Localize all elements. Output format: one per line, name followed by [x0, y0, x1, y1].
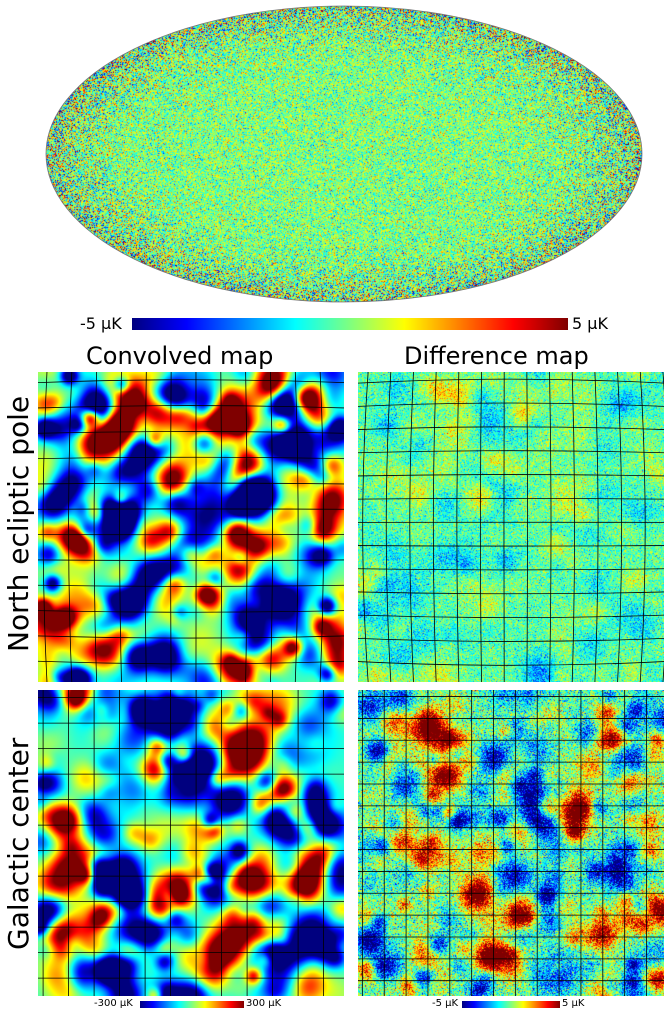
graticule-meridian — [409, 372, 414, 682]
graticule-meridian — [526, 372, 528, 682]
graticule-parallel — [358, 591, 664, 595]
graticule-parallel — [358, 497, 664, 500]
graticule-meridian — [294, 372, 299, 682]
colorbar-max-label: 5 µK — [572, 314, 608, 333]
nep-convolved-field — [38, 372, 344, 682]
graticule-meridian — [362, 372, 369, 682]
graticule-meridian — [170, 372, 172, 682]
graticule-parallel — [38, 584, 344, 587]
panel-nep-difference — [358, 372, 664, 682]
graticule-parallel — [38, 379, 344, 383]
graticule-parallel — [38, 559, 344, 561]
graticule-meridian — [220, 372, 222, 682]
graticule-meridian — [245, 372, 248, 682]
graticule-meridian — [68, 372, 73, 682]
graticule-meridian — [93, 372, 98, 682]
colorbar-min-label: -5 µK — [80, 314, 122, 333]
row-title-galactic-center: Galactic center — [2, 737, 35, 950]
graticule-parallel — [358, 426, 664, 430]
graticule-parallel — [38, 635, 344, 639]
graticule-parallel — [358, 637, 664, 642]
graticule-meridian — [571, 372, 575, 682]
panel-gc-convolved — [38, 690, 344, 1000]
convolved-colorbar — [140, 1001, 244, 1008]
graticule-parallel — [358, 450, 664, 454]
graticule-parallel — [358, 614, 664, 619]
nep-difference-field — [358, 372, 664, 682]
graticule-meridian — [385, 372, 392, 682]
graticule-meridian — [432, 372, 437, 682]
graticule-parallel — [358, 474, 664, 477]
nep-convolved-graticule — [38, 372, 344, 682]
full-sky-mollweide-map — [45, 5, 643, 303]
graticule-meridian — [480, 372, 482, 682]
graticule-meridian — [456, 372, 460, 682]
graticule-parallel — [358, 378, 664, 384]
graticule-parallel — [38, 482, 344, 485]
graticule-parallel — [38, 456, 344, 459]
panel-gc-difference — [358, 690, 664, 1000]
graticule-meridian — [319, 372, 324, 682]
graticule-meridian — [119, 372, 122, 682]
graticule-meridian — [594, 372, 599, 682]
graticule-meridian — [617, 372, 623, 682]
graticule-parallel — [38, 405, 344, 409]
row-title-north-ecliptic-pole: North ecliptic pole — [2, 395, 35, 652]
difference-colorbar — [462, 1001, 560, 1008]
gc-convolved-graticule — [38, 690, 344, 996]
graticule-meridian — [270, 372, 273, 682]
graticule-parallel — [358, 545, 664, 547]
gc-difference-field — [358, 690, 664, 996]
graticule-parallel — [358, 568, 664, 571]
difference-colorbar-min-label: -5 µK — [432, 998, 459, 1009]
convolved-colorbar-max-label: 300 µK — [246, 998, 282, 1009]
panel-nep-convolved — [38, 372, 344, 682]
graticule-parallel — [358, 661, 664, 666]
difference-colorbar-max-label: 5 µK — [562, 998, 585, 1009]
gc-difference-graticule — [358, 690, 664, 996]
graticule-parallel — [38, 431, 344, 434]
full-sky-colorbar — [132, 318, 568, 330]
graticule-meridian — [549, 372, 552, 682]
column-title-convolved: Convolved map — [86, 342, 274, 370]
graticule-parallel — [38, 610, 344, 613]
graticule-meridian — [42, 372, 48, 682]
column-title-difference: Difference map — [404, 342, 589, 370]
convolved-colorbar-min-label: -300 µK — [94, 998, 133, 1009]
graticule-parallel — [358, 402, 664, 407]
nep-difference-graticule — [358, 372, 664, 682]
graticule-meridian — [639, 372, 646, 682]
graticule-meridian — [144, 372, 147, 682]
graticule-parallel — [38, 660, 344, 665]
gc-convolved-field — [38, 690, 344, 996]
